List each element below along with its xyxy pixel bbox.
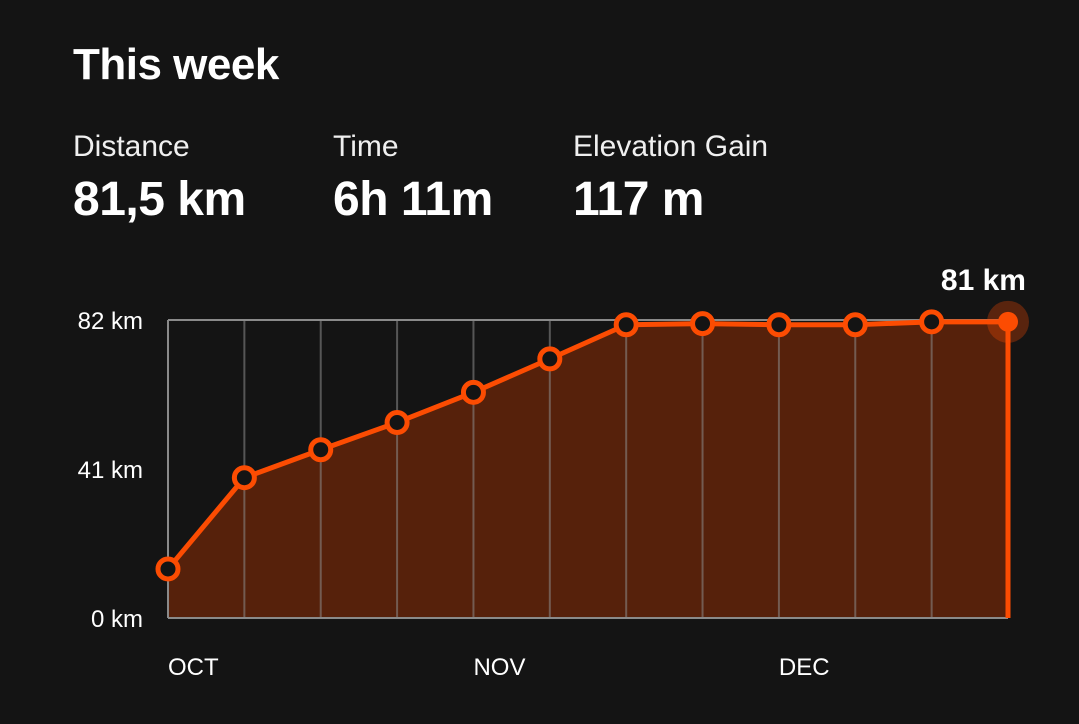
data-point[interactable] — [690, 311, 716, 337]
y-tick-label: 41 km — [78, 457, 143, 484]
series-line — [165, 319, 1011, 572]
stat-distance: Distance 81,5 km — [73, 130, 246, 227]
stat-elevation-value: 117 m — [573, 173, 704, 226]
x-month-label: NOV — [473, 654, 525, 681]
data-point[interactable] — [766, 312, 792, 338]
data-point[interactable] — [460, 379, 486, 405]
data-point[interactable] — [537, 346, 563, 372]
current-value-label: 81 km — [941, 264, 1026, 297]
stat-time: Time 6h 11m — [333, 130, 493, 227]
data-point[interactable] — [613, 312, 639, 338]
x-month-label: DEC — [779, 654, 830, 681]
stat-distance-value: 81,5 km — [73, 173, 246, 226]
stat-time-value: 6h 11m — [333, 173, 493, 226]
y-tick-label: 0 km — [91, 606, 143, 633]
data-point[interactable] — [919, 309, 945, 335]
stat-time-label: Time — [333, 130, 399, 163]
axis-layer — [168, 319, 1008, 619]
labels-layer: 0 km 41 km 82 km OCT NOV DEC 81 km — [78, 264, 1026, 681]
data-point[interactable] — [842, 312, 868, 338]
stat-elevation: Elevation Gain 117 m — [573, 130, 768, 227]
stat-elevation-label: Elevation Gain — [573, 130, 769, 163]
stat-distance-label: Distance — [73, 130, 190, 163]
data-point[interactable] — [308, 437, 334, 463]
points-layer — [155, 300, 1029, 618]
area-fill — [168, 321, 1008, 618]
data-point[interactable] — [384, 409, 410, 435]
y-tick-label: 82 km — [78, 308, 143, 335]
page-title: This week — [73, 40, 279, 89]
data-point[interactable] — [155, 556, 181, 582]
data-point-current[interactable] — [998, 311, 1018, 332]
x-month-label: OCT — [168, 654, 219, 681]
area-layer — [167, 320, 1009, 618]
data-point[interactable] — [231, 465, 257, 491]
